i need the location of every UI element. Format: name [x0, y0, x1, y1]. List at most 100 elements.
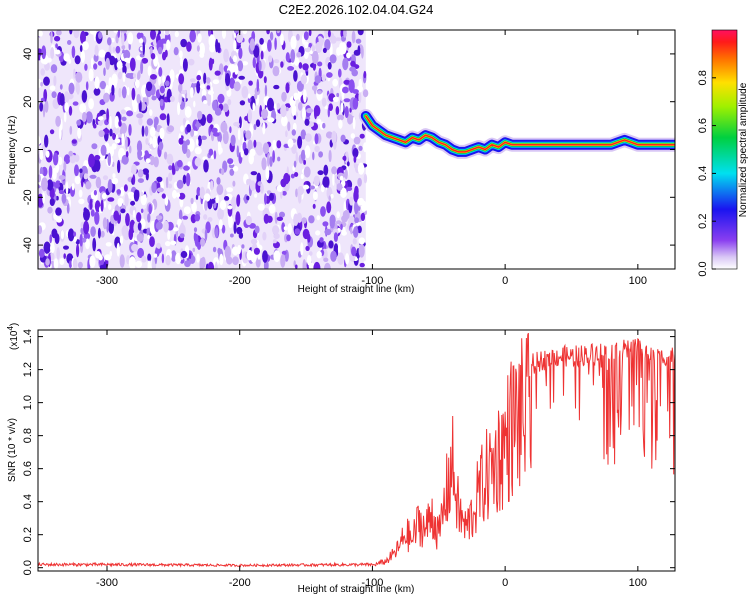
y-tick-label: 0.6	[22, 461, 34, 476]
noise-blob	[294, 228, 301, 235]
noise-blob	[38, 174, 41, 183]
noise-blob	[188, 58, 195, 66]
noise-blob	[151, 95, 157, 101]
noise-blob	[42, 192, 45, 204]
noise-blob	[94, 76, 100, 89]
y-tick-label: 20	[22, 96, 34, 108]
noise-blob	[194, 214, 201, 222]
noise-blob	[71, 183, 75, 191]
noise-blob	[150, 30, 156, 40]
noise-blob	[267, 153, 270, 167]
noise-blob	[54, 233, 60, 245]
noise-blob	[302, 106, 306, 121]
noise-blob	[201, 88, 207, 98]
noise-blob	[53, 75, 57, 87]
noise-blob	[353, 49, 361, 56]
noise-blob	[142, 96, 147, 103]
noise-blob	[272, 225, 280, 235]
noise-blob	[194, 157, 202, 167]
noise-blob	[287, 66, 295, 71]
noise-blob	[85, 238, 90, 250]
noise-blob	[293, 160, 297, 168]
spectrogram-x-ticks: -300 -200 -100 0 100	[96, 30, 647, 287]
noise-blob	[137, 247, 145, 259]
noise-blob	[197, 33, 202, 43]
noise-blob	[40, 68, 45, 76]
noise-blob	[205, 77, 211, 84]
noise-blob	[228, 214, 233, 229]
noise-blob	[260, 183, 264, 194]
noise-blob	[52, 167, 57, 180]
noise-blob	[197, 110, 203, 120]
noise-blob	[236, 194, 241, 207]
noise-blob	[253, 45, 260, 58]
noise-blob	[267, 97, 274, 112]
noise-blob	[206, 113, 213, 124]
noise-blob	[209, 180, 214, 191]
noise-blob	[196, 121, 200, 130]
noise-blob	[166, 39, 171, 51]
noise-blob	[217, 247, 221, 255]
noise-blob	[104, 254, 112, 261]
noise-blob	[290, 35, 297, 50]
noise-blob	[293, 115, 297, 120]
noise-blob	[156, 242, 161, 249]
noise-blob	[165, 176, 169, 189]
noise-blob	[328, 195, 331, 202]
noise-blob	[150, 74, 157, 80]
noise-blob	[322, 122, 326, 129]
noise-blob	[262, 142, 270, 154]
colorbar-label: Normalized spectral amplitude	[738, 82, 749, 217]
noise-blob	[74, 55, 81, 65]
noise-blob	[177, 218, 182, 225]
noise-blob	[264, 193, 267, 205]
noise-blob	[155, 89, 161, 99]
noise-blob	[59, 84, 63, 90]
noise-blob	[74, 175, 81, 185]
noise-blob	[141, 35, 147, 46]
colorbar-tick-label: 0.4	[697, 166, 709, 181]
noise-blob	[82, 111, 87, 123]
noise-blob	[176, 159, 183, 168]
noise-blob	[323, 257, 329, 262]
noise-blob	[121, 133, 125, 147]
noise-blob	[50, 64, 58, 74]
noise-blob	[235, 211, 241, 226]
noise-blob	[173, 227, 179, 232]
noise-blob	[182, 58, 188, 72]
noise-blob	[224, 245, 231, 260]
noise-blob	[149, 126, 156, 137]
colorbar-tick-label: 0.0	[697, 261, 709, 276]
noise-blob	[359, 262, 365, 268]
noise-blob	[302, 184, 310, 190]
noise-blob	[50, 47, 55, 59]
noise-blob	[327, 62, 332, 70]
noise-blob	[340, 187, 347, 198]
noise-blob	[164, 49, 168, 58]
noise-blob	[83, 207, 88, 214]
noise-blob	[84, 63, 88, 71]
noise-blob	[315, 41, 322, 54]
noise-blob	[103, 200, 107, 208]
noise-blob	[185, 172, 191, 187]
noise-blob	[335, 106, 340, 115]
noise-blob	[164, 80, 170, 87]
noise-blob	[141, 255, 147, 263]
noise-blob	[199, 42, 206, 56]
spectrogram-y-ticks: -40 -20 0 20 40	[22, 48, 675, 253]
noise-blob	[178, 209, 183, 221]
noise-blob	[153, 253, 158, 258]
noise-blob	[103, 92, 110, 103]
noise-blob	[308, 215, 315, 224]
noise-blob	[328, 103, 334, 111]
noise-blob	[203, 159, 209, 173]
noise-blob	[183, 165, 190, 171]
snr-frame	[37, 329, 676, 572]
noise-blob	[219, 200, 227, 210]
signal-peak-line	[365, 115, 675, 153]
noise-blob	[234, 64, 239, 75]
noise-blob	[105, 242, 112, 247]
noise-blob	[131, 87, 136, 101]
noise-blob	[363, 173, 368, 184]
noise-blob	[169, 69, 175, 83]
